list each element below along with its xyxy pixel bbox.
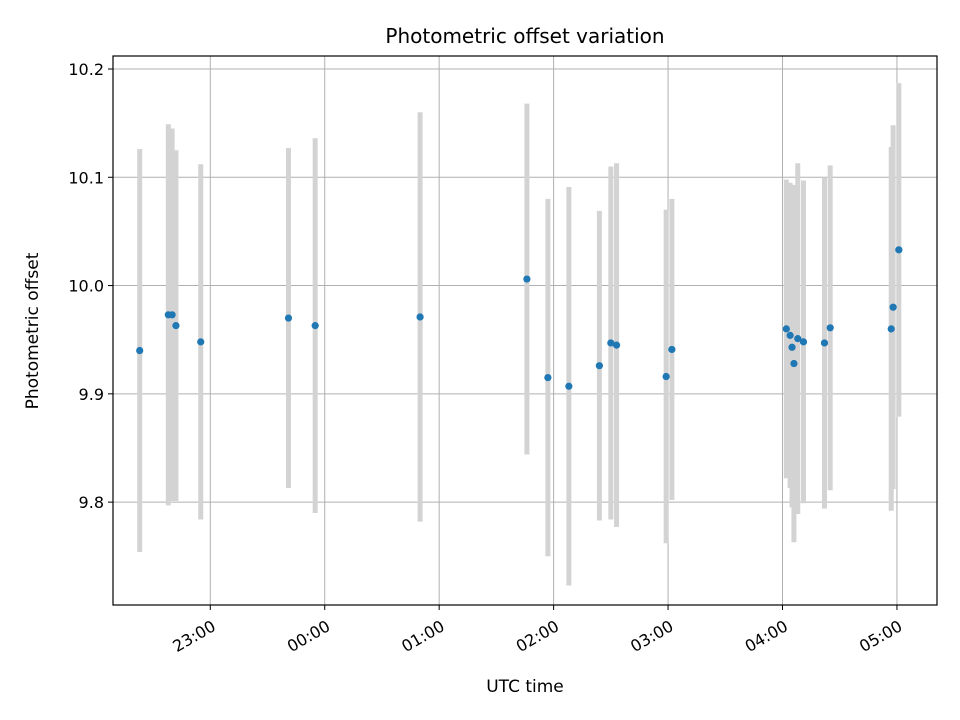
data-point: [820, 339, 829, 347]
y-tick-label: 10.2: [68, 60, 104, 79]
y-tick-label: 9.9: [79, 385, 104, 404]
data-point: [284, 314, 293, 322]
data-point: [788, 343, 796, 351]
data-point: [311, 322, 319, 330]
data-point: [786, 331, 794, 339]
plot-frame: [112, 55, 938, 606]
y-tick-label: 10.0: [68, 277, 104, 296]
x-axis-label: UTC time: [486, 677, 564, 697]
data-point: [136, 346, 144, 355]
data-point: [782, 325, 790, 333]
data-point: [544, 374, 552, 382]
y-tick-label: 10.1: [68, 168, 104, 187]
data-point: [662, 372, 670, 381]
data-point: [523, 275, 531, 283]
data-point: [887, 325, 895, 333]
y-axis: 9.8 9.9 10.0 10.1 10.2: [68, 60, 113, 512]
data-point: [416, 313, 424, 321]
data-point: [826, 324, 834, 332]
data-point: [668, 345, 676, 354]
data-point: [895, 246, 903, 254]
data-point: [790, 359, 798, 368]
data-points: [136, 246, 903, 390]
y-axis-label: Photometric offset: [23, 252, 43, 409]
data-point: [595, 362, 603, 370]
data-point: [197, 338, 205, 346]
data-point: [565, 382, 573, 390]
data-point: [168, 311, 176, 319]
data-point: [799, 338, 808, 346]
chart-title: Photometric offset variation: [385, 24, 664, 48]
data-point: [794, 335, 802, 343]
data-point: [889, 303, 897, 311]
y-tick-label: 9.8: [79, 493, 104, 512]
data-point: [172, 322, 180, 330]
data-point: [612, 341, 621, 349]
data-point: [607, 339, 615, 347]
